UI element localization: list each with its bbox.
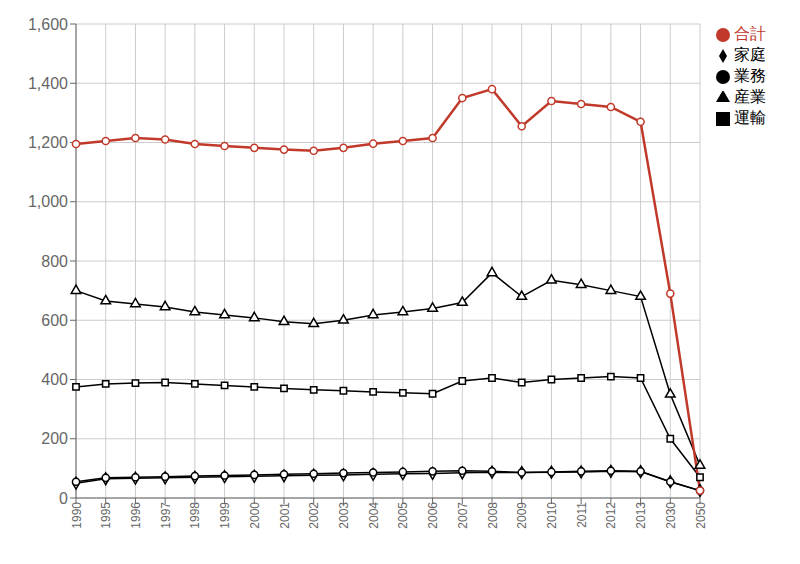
svg-text:2050: 2050 bbox=[694, 502, 708, 529]
svg-text:1,600: 1,600 bbox=[28, 16, 68, 33]
svg-text:2000: 2000 bbox=[248, 502, 262, 529]
svg-text:2006: 2006 bbox=[426, 502, 440, 529]
svg-text:2030: 2030 bbox=[664, 502, 678, 529]
svg-text:1,000: 1,000 bbox=[28, 193, 68, 210]
svg-text:600: 600 bbox=[41, 312, 68, 329]
html-text:産業: 産業 bbox=[734, 88, 766, 105]
svg-text:200: 200 bbox=[41, 430, 68, 447]
svg-text:1996: 1996 bbox=[129, 502, 143, 529]
svg-text:1998: 1998 bbox=[188, 502, 202, 529]
svg-text:1995: 1995 bbox=[99, 502, 113, 529]
svg-text:2012: 2012 bbox=[604, 502, 618, 529]
svg-text:1990: 1990 bbox=[70, 502, 84, 529]
html-text:業務: 業務 bbox=[734, 67, 766, 84]
svg-text:0: 0 bbox=[59, 490, 68, 507]
svg-text:400: 400 bbox=[41, 371, 68, 388]
svg-text:1,200: 1,200 bbox=[28, 134, 68, 151]
svg-text:2001: 2001 bbox=[278, 502, 292, 529]
svg-text:1,400: 1,400 bbox=[28, 75, 68, 92]
svg-text:2002: 2002 bbox=[307, 502, 321, 529]
svg-text:2013: 2013 bbox=[634, 502, 648, 529]
svg-text:2009: 2009 bbox=[515, 502, 529, 529]
html-text:家庭: 家庭 bbox=[734, 46, 766, 63]
svg-text:2008: 2008 bbox=[486, 502, 500, 529]
svg-text:1999: 1999 bbox=[218, 502, 232, 529]
svg-text:2004: 2004 bbox=[367, 502, 381, 529]
html-text:運輸: 運輸 bbox=[734, 109, 766, 126]
svg-text:2005: 2005 bbox=[396, 502, 410, 529]
svg-text:1997: 1997 bbox=[159, 502, 173, 529]
svg-text:2003: 2003 bbox=[337, 502, 351, 529]
svg-text:2010: 2010 bbox=[545, 502, 559, 529]
html-text:合計: 合計 bbox=[734, 25, 766, 42]
svg-text:800: 800 bbox=[41, 253, 68, 270]
svg-text:2011: 2011 bbox=[575, 502, 589, 528]
svg-text:2007: 2007 bbox=[456, 502, 470, 529]
